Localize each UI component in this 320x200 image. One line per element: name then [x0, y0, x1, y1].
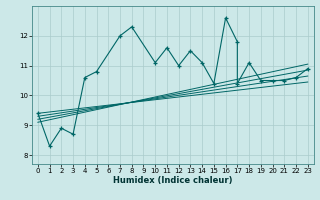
X-axis label: Humidex (Indice chaleur): Humidex (Indice chaleur) — [113, 176, 233, 185]
